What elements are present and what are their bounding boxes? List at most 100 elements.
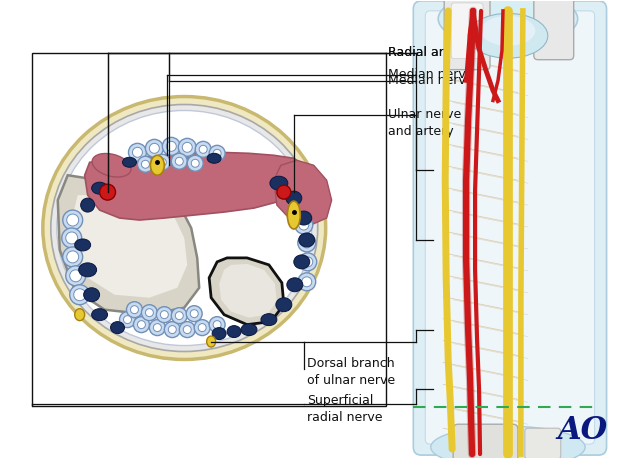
Circle shape	[133, 147, 143, 157]
Ellipse shape	[270, 176, 288, 190]
Circle shape	[154, 154, 170, 170]
Polygon shape	[72, 194, 187, 298]
Text: Radial artery: Radial artery	[388, 46, 469, 59]
Ellipse shape	[79, 263, 97, 277]
Circle shape	[164, 322, 180, 337]
Circle shape	[175, 157, 184, 165]
Circle shape	[146, 309, 153, 317]
Circle shape	[100, 184, 115, 200]
Text: AO: AO	[558, 415, 608, 446]
Circle shape	[130, 306, 138, 313]
Circle shape	[194, 319, 210, 336]
FancyBboxPatch shape	[444, 0, 490, 70]
Text: Median nerve: Median nerve	[388, 68, 474, 81]
Circle shape	[302, 277, 312, 287]
Circle shape	[149, 143, 159, 153]
Circle shape	[74, 289, 86, 301]
Circle shape	[186, 306, 202, 322]
Circle shape	[120, 312, 135, 328]
Ellipse shape	[51, 105, 317, 352]
Circle shape	[69, 270, 82, 282]
Circle shape	[209, 146, 225, 161]
Circle shape	[209, 317, 225, 333]
Circle shape	[63, 247, 82, 267]
Circle shape	[66, 232, 78, 244]
Ellipse shape	[287, 201, 300, 229]
Circle shape	[66, 266, 86, 286]
Circle shape	[190, 310, 198, 318]
Circle shape	[187, 155, 203, 171]
Circle shape	[168, 325, 176, 334]
Text: Superficial
radial nerve: Superficial radial nerve	[307, 394, 383, 424]
Ellipse shape	[206, 336, 216, 347]
Circle shape	[128, 143, 146, 161]
Ellipse shape	[110, 322, 125, 334]
Text: Radial artery: Radial artery	[388, 46, 469, 59]
Polygon shape	[209, 258, 284, 325]
Circle shape	[184, 325, 191, 334]
Ellipse shape	[287, 278, 303, 292]
Circle shape	[302, 238, 312, 248]
Ellipse shape	[92, 309, 107, 321]
Circle shape	[298, 234, 316, 252]
Circle shape	[153, 324, 161, 331]
Circle shape	[141, 305, 157, 321]
Circle shape	[67, 214, 79, 226]
Ellipse shape	[299, 233, 315, 247]
Circle shape	[166, 141, 176, 151]
FancyBboxPatch shape	[414, 1, 606, 455]
Circle shape	[146, 140, 163, 157]
Circle shape	[171, 308, 187, 324]
Ellipse shape	[151, 155, 164, 175]
Circle shape	[162, 137, 180, 155]
Circle shape	[133, 317, 149, 333]
Ellipse shape	[212, 328, 226, 340]
Circle shape	[303, 257, 312, 267]
Circle shape	[299, 220, 309, 230]
FancyBboxPatch shape	[425, 11, 595, 444]
Ellipse shape	[431, 426, 585, 459]
Bar	[32, 53, 386, 406]
Circle shape	[179, 322, 195, 337]
Circle shape	[138, 321, 146, 329]
Polygon shape	[58, 175, 199, 315]
Circle shape	[123, 316, 131, 324]
Circle shape	[69, 285, 90, 305]
Ellipse shape	[241, 324, 257, 336]
Ellipse shape	[468, 13, 548, 58]
Circle shape	[161, 311, 168, 319]
Circle shape	[175, 312, 184, 319]
Polygon shape	[274, 160, 332, 225]
Circle shape	[195, 141, 211, 157]
Ellipse shape	[480, 16, 535, 46]
Circle shape	[67, 251, 79, 263]
Circle shape	[213, 321, 221, 329]
Ellipse shape	[57, 111, 312, 346]
Polygon shape	[219, 264, 277, 318]
Circle shape	[294, 216, 312, 234]
Ellipse shape	[74, 239, 91, 251]
Circle shape	[126, 302, 143, 318]
Ellipse shape	[92, 153, 131, 177]
Text: Median nerve: Median nerve	[388, 74, 474, 87]
Circle shape	[158, 158, 166, 166]
Ellipse shape	[92, 182, 107, 194]
Circle shape	[62, 228, 82, 248]
FancyBboxPatch shape	[451, 3, 483, 59]
Text: Dorsal branch
of ulnar nerve: Dorsal branch of ulnar nerve	[307, 358, 395, 387]
Ellipse shape	[81, 198, 95, 212]
Circle shape	[299, 253, 317, 271]
Ellipse shape	[286, 191, 302, 205]
FancyBboxPatch shape	[534, 0, 574, 60]
Circle shape	[138, 157, 153, 172]
Circle shape	[149, 319, 166, 336]
Polygon shape	[85, 152, 307, 220]
Circle shape	[182, 142, 192, 152]
Text: Ulnar nerve
and artery: Ulnar nerve and artery	[388, 108, 462, 139]
Circle shape	[171, 153, 187, 169]
Ellipse shape	[207, 153, 221, 163]
Ellipse shape	[84, 288, 100, 302]
Ellipse shape	[123, 157, 136, 167]
Ellipse shape	[294, 255, 310, 269]
Circle shape	[199, 146, 207, 153]
